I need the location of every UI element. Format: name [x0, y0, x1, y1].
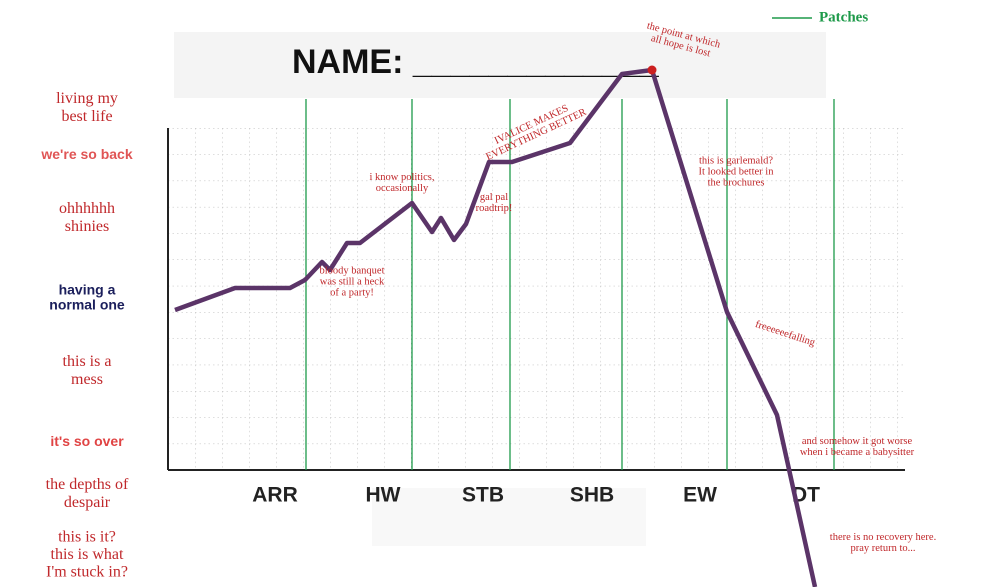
x-tick-label: SHB	[570, 484, 614, 507]
annotation-text: and somehow it got worse	[802, 436, 913, 447]
grid	[168, 128, 905, 470]
y-tick-label: this is a mess	[63, 353, 112, 388]
annotation-text: was still a heck	[320, 276, 385, 287]
x-tick-label: DT	[792, 484, 820, 507]
annotation: there is no recovery here.pray return to…	[830, 532, 936, 554]
y-tick-label: ohhhhhh shinies	[59, 200, 115, 235]
annotation-text: there is no recovery here.	[830, 532, 936, 543]
annotation-text: i know politics,	[369, 172, 434, 183]
label-box	[372, 488, 646, 546]
annotation-text: of a party!	[330, 287, 374, 298]
annotation-text: this is garlemald?	[699, 155, 773, 166]
annotation-text: roadtrip!	[476, 203, 513, 214]
y-tick-label: this is it? this is what I'm stuck in?	[46, 528, 128, 580]
y-tick-label: having a normal one	[49, 281, 125, 312]
annotation-text: It looked better in	[699, 166, 775, 177]
annotation: i know politics,occasionally	[369, 172, 434, 194]
y-tick-label: living my best life	[56, 90, 118, 125]
legend-label: Patches	[819, 9, 868, 25]
annotation-text: bloody banquet	[319, 265, 384, 276]
annotation-text: the brochures	[708, 177, 765, 188]
header-box	[174, 32, 826, 98]
y-tick-label: it's so over	[50, 433, 124, 449]
x-tick-label: HW	[366, 484, 401, 507]
annotation-text: when i became a babysitter	[800, 447, 915, 458]
header: NAME: _____________	[292, 43, 660, 81]
annotation-text: occasionally	[376, 183, 429, 194]
annotation: this is garlemald?It looked better inthe…	[699, 155, 775, 188]
x-tick-label: EW	[683, 484, 717, 507]
peak-point	[647, 65, 657, 75]
x-tick-label: STB	[462, 484, 504, 507]
x-tick-label: ARR	[252, 484, 298, 507]
annotation-text: pray return to...	[850, 543, 915, 554]
y-tick-label: the depths of despair	[46, 476, 129, 511]
annotation-text: gal pal	[480, 192, 508, 203]
line	[174, 67, 818, 587]
y-tick-label: we're so back	[40, 146, 132, 162]
